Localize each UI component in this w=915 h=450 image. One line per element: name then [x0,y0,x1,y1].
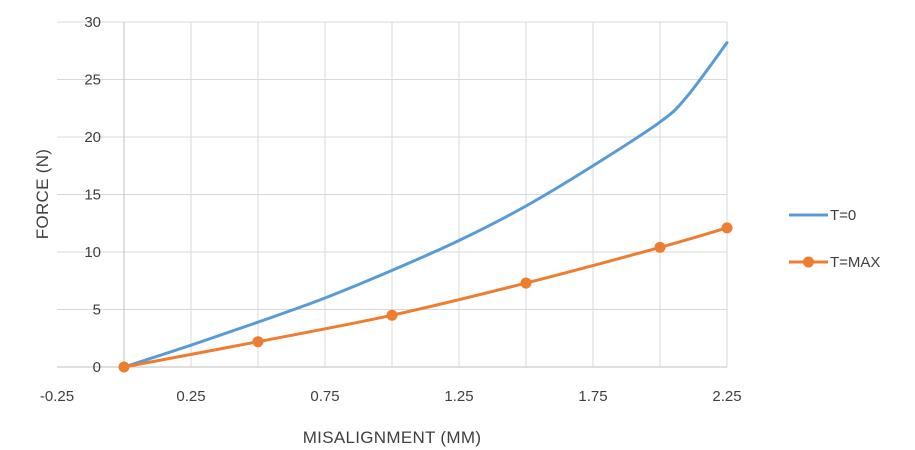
data-point [721,222,733,234]
series-line-2 [122,226,729,369]
legend: T=0 T=MAX [789,207,880,271]
x-tick-label: 1.75 [578,388,607,405]
x-tick-label: 2.25 [712,388,741,405]
y-tick-label: 15 [84,187,101,204]
legend-label: T=MAX [830,254,880,271]
y-tick-label: 25 [84,72,101,89]
y-tick-label: 5 [93,302,101,319]
data-point [118,361,130,373]
legend-label: T=0 [830,207,856,224]
y-tick-label: 20 [84,129,101,146]
data-point [386,309,398,321]
y-tick-label: 30 [84,14,101,31]
x-tick-label: 1.25 [444,388,473,405]
y-tick-label: 10 [84,244,101,261]
y-axis-tick-labels: 0 5 10 15 20 25 30 [84,14,101,376]
x-tick-label: 0.75 [310,388,339,405]
x-axis-tick-labels: -0.25 0.25 0.75 1.25 1.75 2.25 [40,388,742,405]
gridlines [57,21,728,368]
series-lines [118,41,733,373]
x-axis-title: MISALIGNMENT (MM) [303,428,482,447]
legend-marker [803,256,814,268]
x-tick-label: -0.25 [40,388,74,405]
y-axis-title: FORCE (N) [33,149,52,240]
data-point [654,241,666,253]
series-line-1 [122,41,729,369]
y-tick-label: 0 [93,359,101,376]
x-tick-label: 0.25 [176,388,205,405]
data-point [252,336,264,348]
data-point [520,277,532,289]
